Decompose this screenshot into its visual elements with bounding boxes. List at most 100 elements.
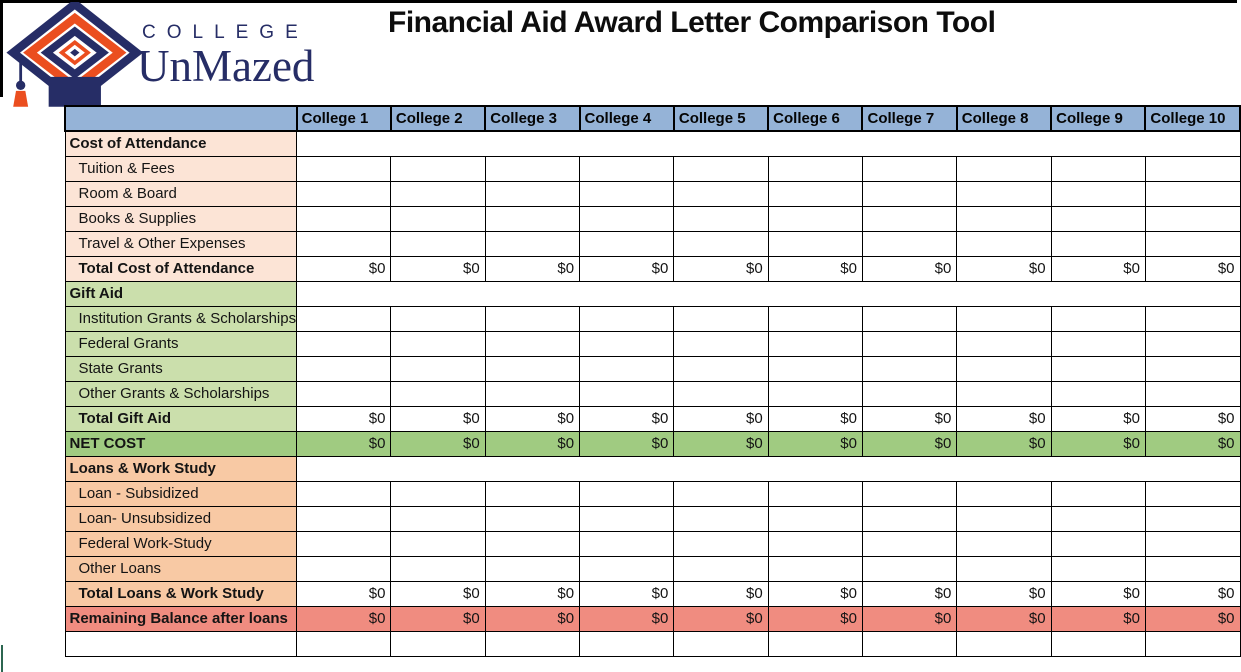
- grid-cell-college-1[interactable]: $0: [296, 405, 392, 432]
- grid-cell-college-3[interactable]: [484, 630, 581, 657]
- grid-cell-college-8[interactable]: [956, 330, 1052, 357]
- grid-cell-college-8[interactable]: $0: [956, 430, 1052, 457]
- grid-cell-college-4[interactable]: $0: [579, 430, 675, 457]
- grid-cell-college-5[interactable]: [673, 555, 769, 582]
- grid-cell-college-8[interactable]: [956, 505, 1052, 532]
- grid-cell-college-8[interactable]: [956, 555, 1052, 582]
- grid-cell-college-1[interactable]: [296, 205, 392, 232]
- grid-cell-college-7[interactable]: [861, 180, 958, 207]
- grid-cell-college-9[interactable]: [1050, 230, 1146, 257]
- grid-cell-college-6[interactable]: $0: [767, 580, 863, 607]
- grid-cell-college-10[interactable]: [1144, 555, 1241, 582]
- grid-cell-college-2[interactable]: [390, 305, 486, 332]
- grid-cell-college-9[interactable]: $0: [1050, 255, 1146, 282]
- grid-cell-college-6[interactable]: [767, 180, 863, 207]
- grid-cell-college-8[interactable]: [956, 155, 1052, 182]
- grid-cell-college-3[interactable]: [484, 530, 581, 557]
- grid-cell-college-3[interactable]: [484, 555, 581, 582]
- grid-cell-college-5[interactable]: $0: [673, 430, 769, 457]
- grid-cell-college-8[interactable]: [956, 205, 1052, 232]
- grid-cell-college-8[interactable]: [956, 480, 1052, 507]
- grid-cell-college-4[interactable]: $0: [579, 580, 675, 607]
- grid-cell-college-8[interactable]: $0: [956, 605, 1052, 632]
- grid-cell-college-7[interactable]: [861, 380, 958, 407]
- grid-cell-college-7[interactable]: [861, 305, 958, 332]
- grid-cell-college-2[interactable]: $0: [390, 605, 486, 632]
- grid-cell-college-3[interactable]: [484, 355, 581, 382]
- grid-cell-college-5[interactable]: [673, 630, 769, 657]
- grid-cell-college-1[interactable]: $0: [296, 430, 392, 457]
- grid-cell-college-9[interactable]: [1050, 380, 1146, 407]
- grid-cell-college-4[interactable]: [579, 630, 675, 657]
- column-header-college-10[interactable]: College 10: [1144, 105, 1241, 132]
- grid-cell-college-5[interactable]: [673, 205, 769, 232]
- grid-cell-college-6[interactable]: $0: [767, 255, 863, 282]
- grid-cell-college-7[interactable]: [861, 330, 958, 357]
- grid-cell-college-8[interactable]: [956, 305, 1052, 332]
- grid-cell-college-4[interactable]: [579, 155, 675, 182]
- grid-cell-college-6[interactable]: $0: [767, 430, 863, 457]
- grid-cell-college-8[interactable]: [956, 180, 1052, 207]
- grid-cell-college-1[interactable]: [296, 530, 392, 557]
- section-merged-area[interactable]: [296, 130, 1241, 157]
- grid-cell-college-5[interactable]: [673, 505, 769, 532]
- grid-cell-college-5[interactable]: $0: [673, 580, 769, 607]
- grid-cell-college-3[interactable]: $0: [484, 405, 581, 432]
- grid-cell-college-2[interactable]: [390, 155, 486, 182]
- grid-cell-college-6[interactable]: [767, 530, 863, 557]
- grid-cell-college-9[interactable]: [1050, 530, 1146, 557]
- grid-cell-college-3[interactable]: [484, 330, 581, 357]
- grid-cell-college-5[interactable]: [673, 180, 769, 207]
- grid-cell-college-1[interactable]: [296, 180, 392, 207]
- grid-cell-college-2[interactable]: $0: [390, 255, 486, 282]
- grid-cell-college-8[interactable]: [956, 630, 1052, 657]
- grid-cell-college-6[interactable]: [767, 630, 863, 657]
- grid-cell-college-5[interactable]: [673, 330, 769, 357]
- grid-cell-college-6[interactable]: [767, 480, 863, 507]
- grid-cell-college-3[interactable]: $0: [484, 430, 581, 457]
- grid-cell-college-3[interactable]: [484, 180, 581, 207]
- column-header-college-8[interactable]: College 8: [955, 105, 1053, 132]
- grid-cell-college-7[interactable]: $0: [861, 580, 958, 607]
- grid-cell-college-9[interactable]: [1050, 555, 1146, 582]
- grid-cell-college-10[interactable]: [1144, 630, 1241, 657]
- grid-cell-college-6[interactable]: [767, 505, 863, 532]
- grid-cell-college-1[interactable]: [296, 230, 392, 257]
- grid-cell-college-4[interactable]: [579, 230, 675, 257]
- grid-cell-college-8[interactable]: [956, 230, 1052, 257]
- grid-cell-college-10[interactable]: $0: [1144, 605, 1241, 632]
- grid-cell-college-7[interactable]: $0: [861, 405, 958, 432]
- grid-cell-college-5[interactable]: [673, 380, 769, 407]
- grid-cell-college-2[interactable]: [390, 205, 486, 232]
- grid-cell-college-2[interactable]: [390, 530, 486, 557]
- grid-cell-college-7[interactable]: [861, 530, 958, 557]
- grid-cell-college-2[interactable]: [390, 630, 486, 657]
- column-header-college-7[interactable]: College 7: [861, 105, 958, 132]
- grid-cell-college-3[interactable]: [484, 205, 581, 232]
- grid-cell-college-4[interactable]: [579, 330, 675, 357]
- grid-cell-college-10[interactable]: [1144, 480, 1241, 507]
- grid-cell-college-8[interactable]: [956, 530, 1052, 557]
- grid-cell-college-2[interactable]: $0: [390, 430, 486, 457]
- grid-cell-college-5[interactable]: [673, 530, 769, 557]
- grid-cell-college-8[interactable]: [956, 355, 1052, 382]
- grid-cell-college-8[interactable]: $0: [956, 405, 1052, 432]
- grid-cell-college-2[interactable]: $0: [390, 405, 486, 432]
- grid-cell-college-7[interactable]: [861, 630, 958, 657]
- grid-cell-college-10[interactable]: [1144, 155, 1241, 182]
- grid-cell-college-3[interactable]: [484, 380, 581, 407]
- grid-cell-college-10[interactable]: [1144, 530, 1241, 557]
- grid-cell-college-10[interactable]: [1144, 355, 1241, 382]
- column-header-college-1[interactable]: College 1: [295, 105, 392, 132]
- grid-cell-college-1[interactable]: [296, 555, 392, 582]
- column-header-college-6[interactable]: College 6: [767, 105, 864, 132]
- grid-cell-college-7[interactable]: [861, 155, 958, 182]
- grid-cell-college-2[interactable]: [390, 330, 486, 357]
- grid-cell-college-2[interactable]: [390, 230, 486, 257]
- column-header-college-2[interactable]: College 2: [389, 105, 487, 132]
- grid-cell-college-10[interactable]: [1144, 330, 1241, 357]
- grid-cell-college-3[interactable]: [484, 480, 581, 507]
- grid-cell-college-1[interactable]: $0: [296, 255, 392, 282]
- grid-cell-college-1[interactable]: [296, 505, 392, 532]
- grid-cell-college-4[interactable]: [579, 355, 675, 382]
